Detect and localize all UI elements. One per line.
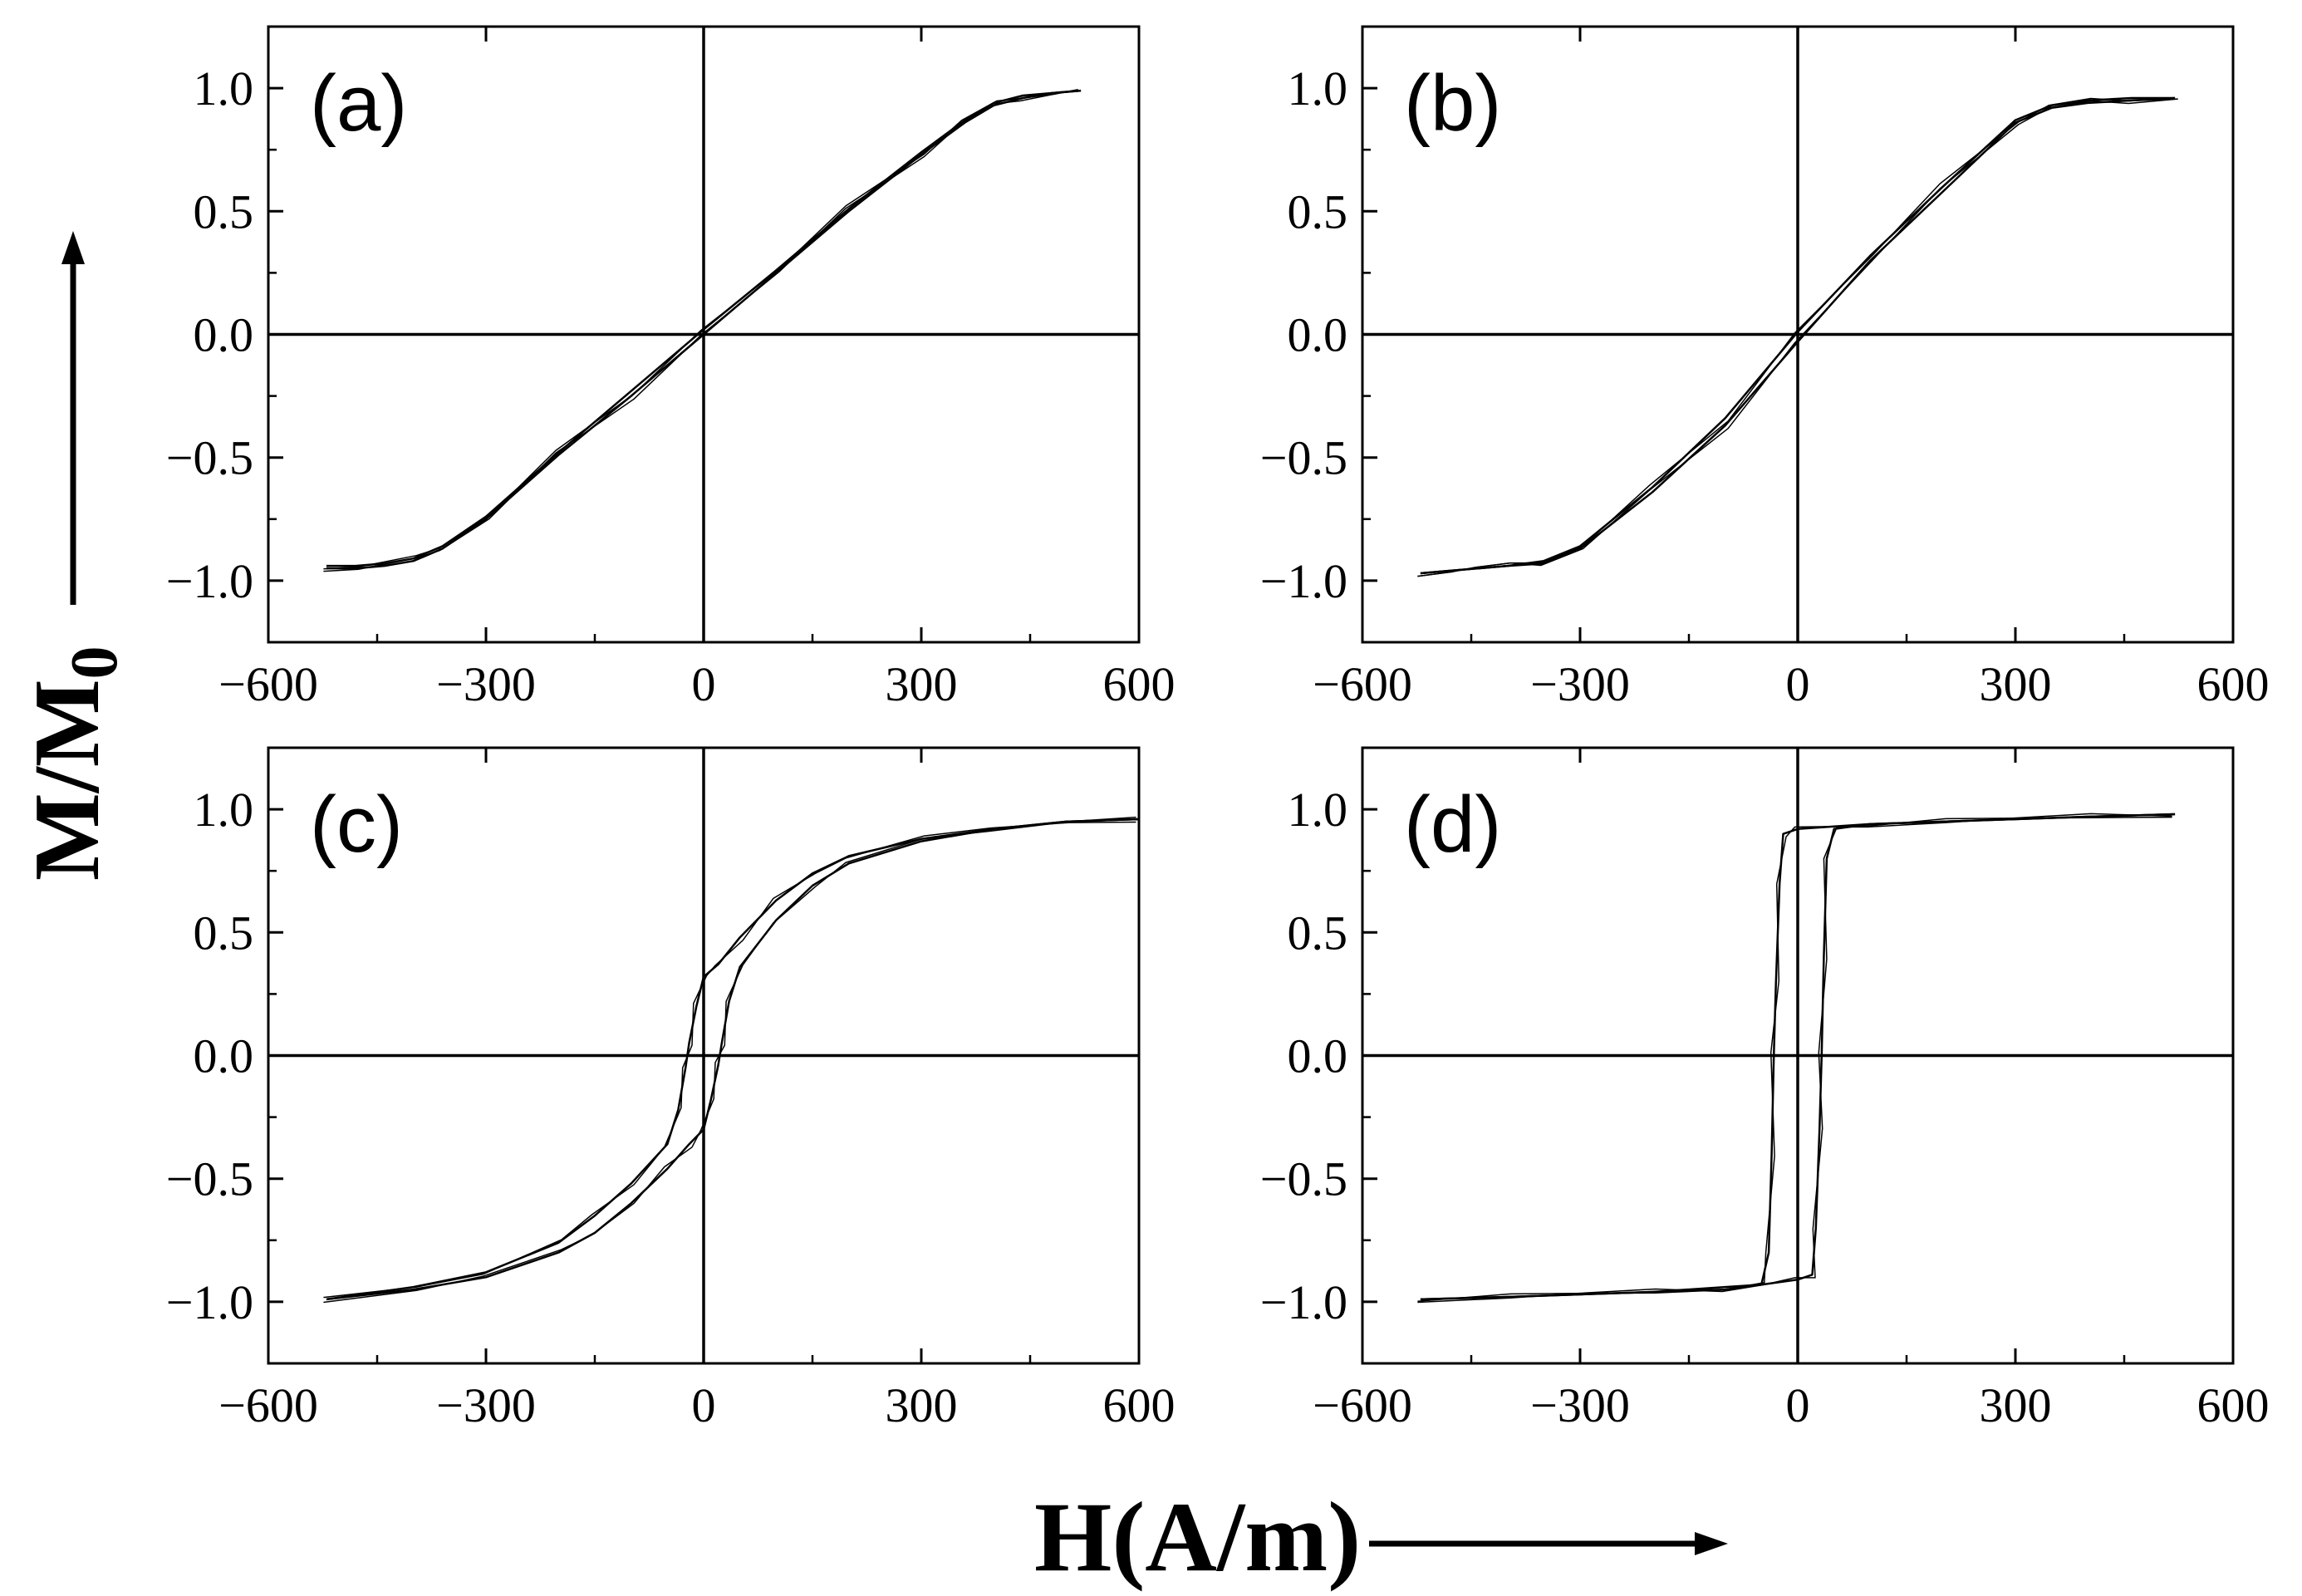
x-axis-title: H(A/m)	[1034, 1481, 1361, 1592]
y-tick-label: 0.5	[1288, 184, 1348, 238]
chart-panel: −600 −300 0 300 600 1.0 0.5 0.0 −0.5 −1.0 (d)	[1260, 746, 2270, 1432]
x-tick-label: −600	[1313, 657, 1412, 711]
y-axis-title-subscript: 0	[58, 646, 131, 679]
y-tick-label: 0.0	[1288, 1029, 1348, 1083]
y-tick-label: 0.0	[194, 308, 254, 362]
chart-panel: −600 −300 0 300 600 1.0 0.5 0.0 −0.5 −1.0 (b)	[1260, 25, 2270, 711]
x-tick-label: 300	[1980, 657, 2052, 711]
x-tick-label: 600	[2197, 1378, 2270, 1432]
y-tick-label: 1.0	[194, 61, 254, 115]
x-tick-label: −600	[218, 1378, 318, 1432]
series-line-trace	[323, 89, 1078, 572]
series-line-trace	[323, 89, 1078, 570]
series-line	[1420, 813, 2176, 1301]
y-tick-label: 0.5	[194, 906, 254, 960]
x-tick-label: −600	[218, 657, 318, 711]
y-tick-label: 0.5	[1288, 906, 1348, 960]
x-tick-label: 300	[886, 657, 958, 711]
x-tick-label: −300	[436, 1378, 536, 1432]
y-tick-label: −1.0	[166, 554, 253, 608]
series-line-trace	[323, 816, 1136, 1304]
x-tick-label: −300	[1530, 657, 1630, 711]
y-tick-label: −0.5	[1260, 1152, 1347, 1206]
y-tick-label: 0.0	[1288, 308, 1348, 362]
y-tick-label: 1.0	[194, 783, 254, 837]
y-tick-label: 1.0	[1288, 61, 1348, 115]
chart-panel: −600 −300 0 300 600 1.0 0.5 0.0 −0.5 −1.0 (a)	[166, 25, 1176, 711]
y-tick-label: −0.5	[1260, 431, 1347, 485]
series-line-trace	[323, 821, 1136, 1299]
series-line-trace	[1417, 816, 2172, 1303]
y-tick-label: −1.0	[1260, 554, 1347, 608]
panel-label: (a)	[310, 59, 407, 148]
x-tick-label: 300	[886, 1378, 958, 1432]
x-tick-label: 600	[1103, 1378, 1176, 1432]
x-axis-arrow-head	[1695, 1532, 1728, 1555]
series-line	[1420, 96, 2176, 575]
x-tick-label: −300	[1530, 1378, 1630, 1432]
x-tick-label: −300	[436, 657, 536, 711]
x-tick-label: 600	[1103, 657, 1176, 711]
panel-label: (b)	[1404, 59, 1501, 148]
y-tick-label: −0.5	[166, 431, 253, 485]
y-axis-title: M/M0	[16, 646, 131, 881]
y-axis-title-text: M/M0	[16, 646, 131, 881]
x-tick-label: 0	[1786, 657, 1810, 711]
panel-label: (d)	[1404, 780, 1501, 869]
x-tick-label: 0	[1786, 1378, 1810, 1432]
y-axis-arrow-head	[61, 231, 85, 264]
panel-label: (c)	[310, 780, 403, 869]
x-tick-label: 300	[1980, 1378, 2052, 1432]
y-tick-label: −1.0	[166, 1275, 253, 1329]
x-tick-label: −600	[1313, 1378, 1412, 1432]
series-line-trace	[1417, 98, 2178, 577]
chart-panel: −600 −300 0 300 600 1.0 0.5 0.0 −0.5 −1.0 (c)	[166, 746, 1176, 1432]
y-tick-label: 0.5	[194, 184, 254, 238]
y-tick-label: 1.0	[1288, 783, 1348, 837]
x-tick-label: 0	[692, 657, 716, 711]
y-tick-label: −0.5	[166, 1152, 253, 1206]
series-line	[326, 818, 1140, 1301]
series-line-trace	[1417, 813, 2172, 1304]
series-line	[326, 818, 1140, 1301]
x-tick-label: 0	[692, 1378, 716, 1432]
y-tick-label: −1.0	[1260, 1275, 1347, 1329]
y-tick-label: 0.0	[194, 1029, 254, 1083]
x-tick-label: 600	[2197, 657, 2270, 711]
